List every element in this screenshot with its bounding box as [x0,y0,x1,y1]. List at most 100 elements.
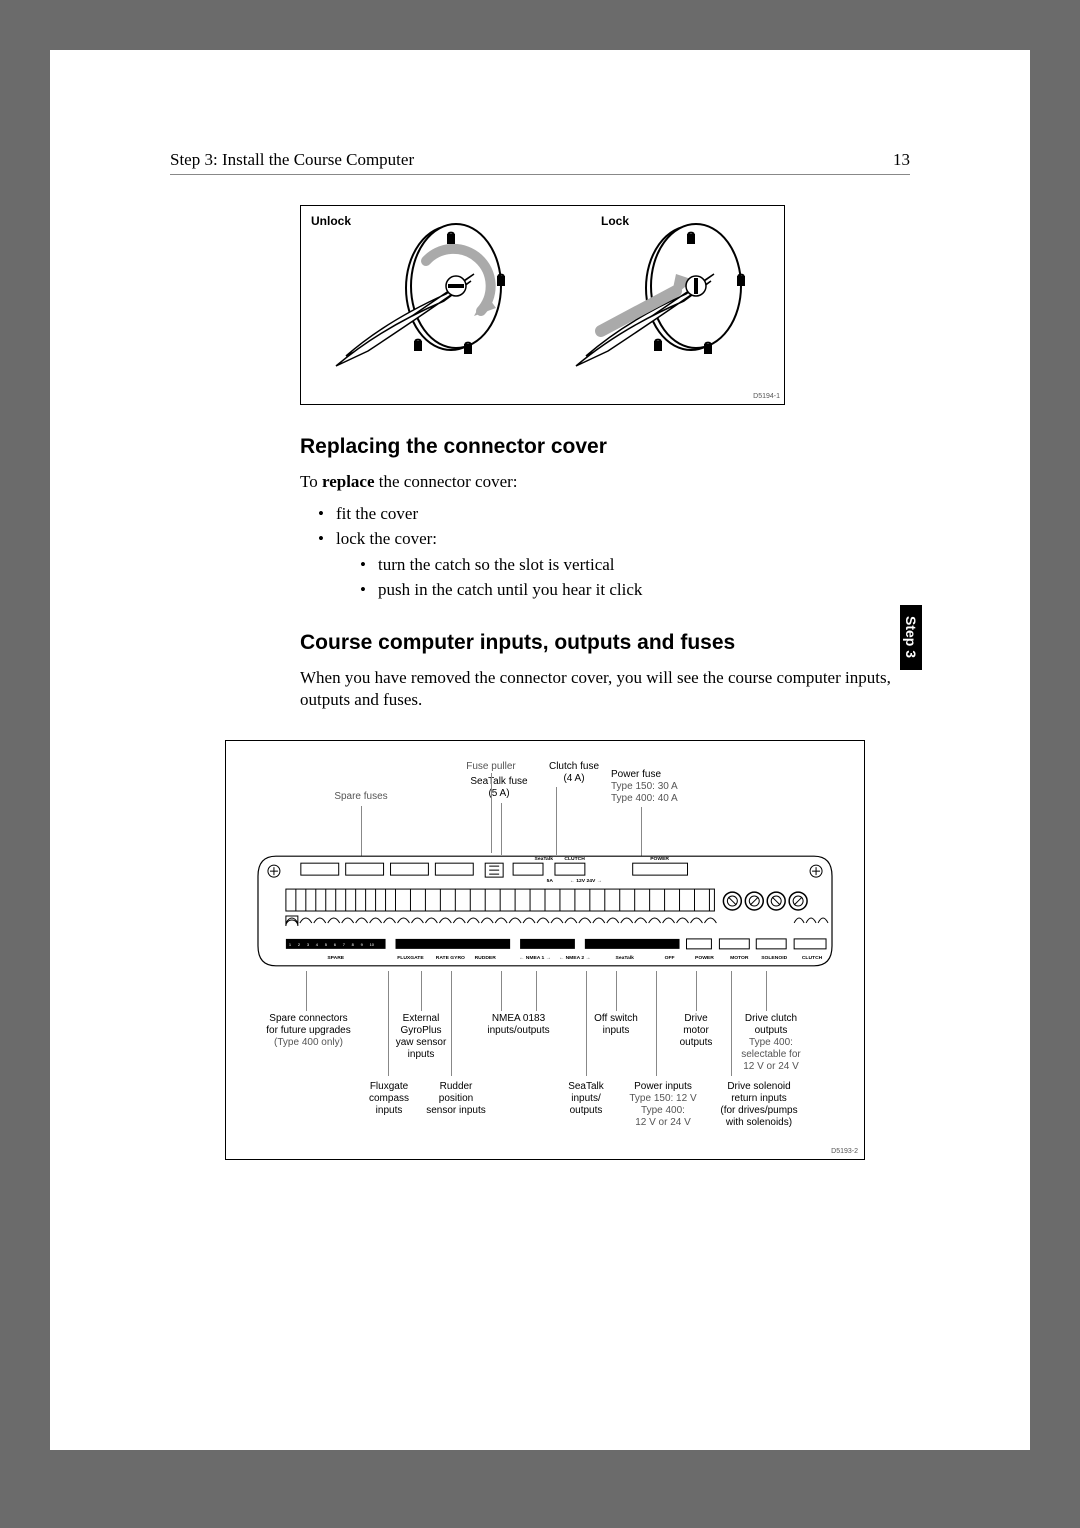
pi-l4: 12 V or 24 V [635,1117,691,1128]
bt-off: OFF [665,955,675,961]
label-power-inputs: Power inputs Type 150: 12 V Type 400: 12… [618,1081,708,1129]
side-tab: Step 3 [900,605,922,670]
connector-diagram: Spare fuses Fuse puller SeaTalk fuse (5 … [225,740,865,1160]
label-power-fuse: Power fuse Type 150: 30 A Type 400: 40 A [611,769,711,805]
dm-l1: Drive [684,1013,707,1024]
dm-l2: motor [683,1025,709,1036]
st-l1: SeaTalk [568,1081,604,1092]
section-replacing-cover: Replacing the connector cover To replace… [300,435,910,603]
header-left: Step 3: Install the Course Computer [170,150,414,170]
dc-l2: outputs [755,1025,788,1036]
rd-l1: Rudder [440,1081,473,1092]
clutch-fuse-l1: Clutch fuse [549,761,599,772]
bt-motor: MOTOR [730,955,749,961]
st-l2: inputs/ [571,1093,600,1104]
intro-bold: replace [322,472,375,491]
heading-course: Course computer inputs, outputs and fuse… [300,631,910,655]
bt-power2: POWER [695,955,714,961]
figure1-ref: D5194-1 [753,393,780,400]
svg-text:2: 2 [298,942,300,947]
label-spare-fuses: Spare fuses [321,791,401,803]
power-fuse-l3: Type 400: 40 A [611,793,678,804]
seatalk-fuse-l1: SeaTalk fuse [470,776,527,787]
heading-replacing: Replacing the connector cover [300,435,910,459]
lock-sub-bullets: turn the catch so the slot is vertical p… [336,553,910,602]
intro-post: the connector cover: [375,472,518,491]
power-fuse-l1: Power fuse [611,769,661,780]
label-clutch-fuse: Clutch fuse (4 A) [534,761,614,785]
bt-rategyro: RATE GYRO [436,955,465,961]
replace-bullets: fit the cover lock the cover: turn the c… [300,502,910,603]
lock-drawing [546,216,786,396]
pi-l1: Power inputs [634,1081,692,1092]
bt-solenoid: SOLENOID [761,955,787,961]
st-l3: outputs [570,1105,603,1116]
pi-l2: Type 150: 12 V [629,1093,696,1104]
course-body: When you have removed the connector cove… [300,667,910,713]
page-number: 13 [893,150,910,170]
bt-clutch: CLUTCH [564,857,585,863]
bt-seatalk2: SeaTalk [616,955,635,961]
dm-l3: outputs [680,1037,713,1048]
dc-l3: Type 400: [749,1037,793,1048]
label-off: Off switch inputs [581,1013,651,1037]
ex-l1: External [403,1013,440,1024]
label-spare-conn: Spare connectors for future upgrades (Ty… [251,1013,366,1049]
bt-nmea1: ← NMEA 1 → [519,955,550,961]
nm-l1: NMEA 0183 [492,1013,545,1024]
clutch-fuse-l2: (4 A) [563,773,584,784]
dc-l1: Drive clutch [745,1013,797,1024]
pcb-board: SeaTalk 5A CLUTCH ← 12V 24V → POWER [256,851,834,971]
bt-fluxgate: FLUXGATE [397,955,424,961]
label-drive-clutch: Drive clutch outputs Type 400: selectabl… [726,1013,816,1073]
header-rule [170,174,910,175]
content: Unlock Lock [170,205,910,712]
so-l3: (for drives/pumps [720,1105,797,1116]
bt-clutcharrow: ← 12V 24V → [570,878,602,884]
pi-l3: Type 400: [641,1105,685,1116]
label-drive-motor: Drive motor outputs [666,1013,726,1049]
unlock-drawing [306,216,546,396]
page: Step 3: Install the Course Computer 13 S… [50,50,1030,1450]
bullet-lock-text: lock the cover: [336,529,437,548]
fg-l1: Fluxgate [370,1081,408,1092]
label-fluxgate: Fluxgate compass inputs [354,1081,424,1117]
so-l1: Drive solenoid [727,1081,790,1092]
bullet-lock: lock the cover: turn the catch so the sl… [318,527,910,603]
label-seatalk-io: SeaTalk inputs/ outputs [556,1081,616,1117]
label-seatalk-fuse: SeaTalk fuse (5 A) [454,776,544,800]
fg-l3: inputs [376,1105,403,1116]
label-external: External GyroPlus yaw sensor inputs [386,1013,456,1061]
of-l2: inputs [603,1025,630,1036]
bt-power: POWER [650,857,669,863]
sc-l3: (Type 400 only) [274,1037,343,1048]
sc-l1: Spare connectors [269,1013,347,1024]
intro-pre: To [300,472,322,491]
svg-text:7: 7 [343,942,345,947]
so-l4: with solenoids) [726,1117,792,1128]
section-course-computer: Course computer inputs, outputs and fuse… [300,631,910,713]
dc-l5: 12 V or 24 V [743,1061,799,1072]
of-l1: Off switch [594,1013,638,1024]
bt-spare: SPARE [327,955,344,961]
bt-seatalk: SeaTalk [535,857,554,863]
dc-l4: selectable for [741,1049,800,1060]
diagram-ref: D5193-2 [831,1148,858,1155]
bt-seatalk5a: 5A [547,878,554,884]
lock-unlock-figure: Unlock Lock [300,205,785,405]
bt-rudder: RUDDER [475,955,497,961]
page-header: Step 3: Install the Course Computer 13 [170,150,910,170]
ex-l2: GyroPlus [400,1025,441,1036]
label-solenoid: Drive solenoid return inputs (for drives… [704,1081,814,1129]
bt-nmea2: ← NMEA 2 → [559,955,590,961]
fg-l2: compass [369,1093,409,1104]
rd-l2: position [439,1093,473,1104]
nm-l2: inputs/outputs [487,1025,549,1036]
power-fuse-l2: Type 150: 30 A [611,781,678,792]
ex-l3: yaw sensor [396,1037,447,1048]
sub-turn: turn the catch so the slot is vertical [360,553,910,578]
label-nmea: NMEA 0183 inputs/outputs [471,1013,566,1037]
replacing-intro: To replace the connector cover: [300,471,910,494]
label-rudder: Rudder position sensor inputs [416,1081,496,1117]
label-fuse-puller: Fuse puller [456,761,526,773]
